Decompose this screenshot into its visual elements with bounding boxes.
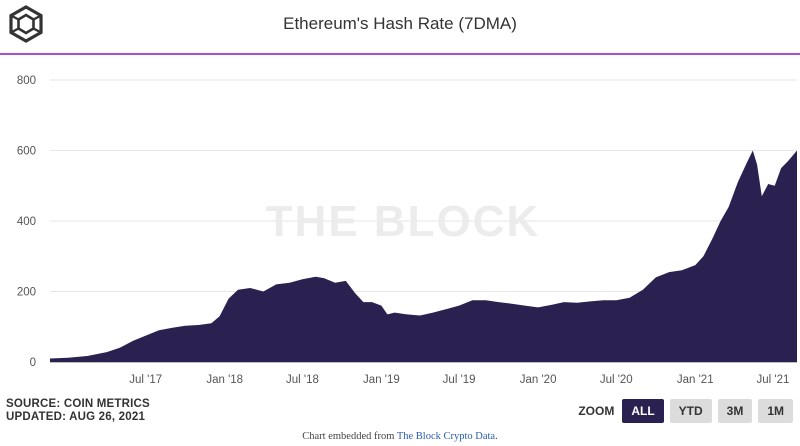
- plot-area: [50, 150, 797, 362]
- x-axis-labels: Jul '17 Jan '18 Jul '18 Jan '19 Jul '19 Jan '…: [50, 362, 797, 386]
- x-tick-label: Jul '17: [129, 374, 162, 386]
- x-tick-label: Jan '20: [520, 374, 557, 386]
- updated-line: UPDATED: AUG 26, 2021: [6, 411, 146, 423]
- zoom-1m-button[interactable]: 1M: [758, 399, 793, 423]
- y-tick-label: 0: [30, 357, 36, 369]
- x-tick-label: Jan '19: [363, 374, 400, 386]
- y-tick-label: 800: [17, 75, 36, 87]
- y-tick-label: 200: [17, 287, 36, 299]
- y-tick-label: 600: [17, 146, 36, 158]
- embed-credit-suffix: .: [495, 431, 498, 442]
- x-tick-label: Jul '19: [443, 374, 476, 386]
- embed-credit: Chart embedded from The Block Crypto Dat…: [0, 431, 800, 442]
- x-tick-label: Jan '18: [206, 374, 243, 386]
- chart-title: Ethereum's Hash Rate (7DMA): [283, 14, 517, 33]
- zoom-ytd-button[interactable]: YTD: [669, 399, 712, 423]
- zoom-controls: ZOOM ALL YTD 3M 1M: [578, 399, 793, 423]
- chart-header: Ethereum's Hash Rate (7DMA): [0, 0, 800, 54]
- source-line: SOURCE: COIN METRICS: [6, 398, 150, 410]
- accent-divider: [0, 53, 800, 55]
- gridlines: [50, 79, 797, 292]
- source-note: SOURCE: COIN METRICS UPDATED: AUG 26, 20…: [6, 398, 150, 424]
- y-tick-label: 400: [17, 216, 36, 228]
- the-block-data-link[interactable]: The Block Crypto Data: [396, 431, 496, 442]
- embed-credit-prefix: Chart embedded from: [302, 431, 397, 442]
- zoom-3m-button[interactable]: 3M: [717, 399, 753, 423]
- x-tick-label: Jul '21: [757, 374, 790, 386]
- x-tick-label: Jul '20: [600, 374, 633, 386]
- the-block-logo-icon: [9, 5, 43, 43]
- hash-rate-area-series: [50, 150, 797, 362]
- zoom-label: ZOOM: [578, 404, 615, 418]
- watermark: THE BLOCK: [266, 197, 541, 246]
- x-tick-label: Jan '21: [677, 374, 714, 386]
- x-tick-label: Jul '18: [286, 374, 319, 386]
- y-axis-labels: 0 200 400 600 800: [17, 75, 36, 369]
- zoom-all-button[interactable]: ALL: [622, 399, 664, 423]
